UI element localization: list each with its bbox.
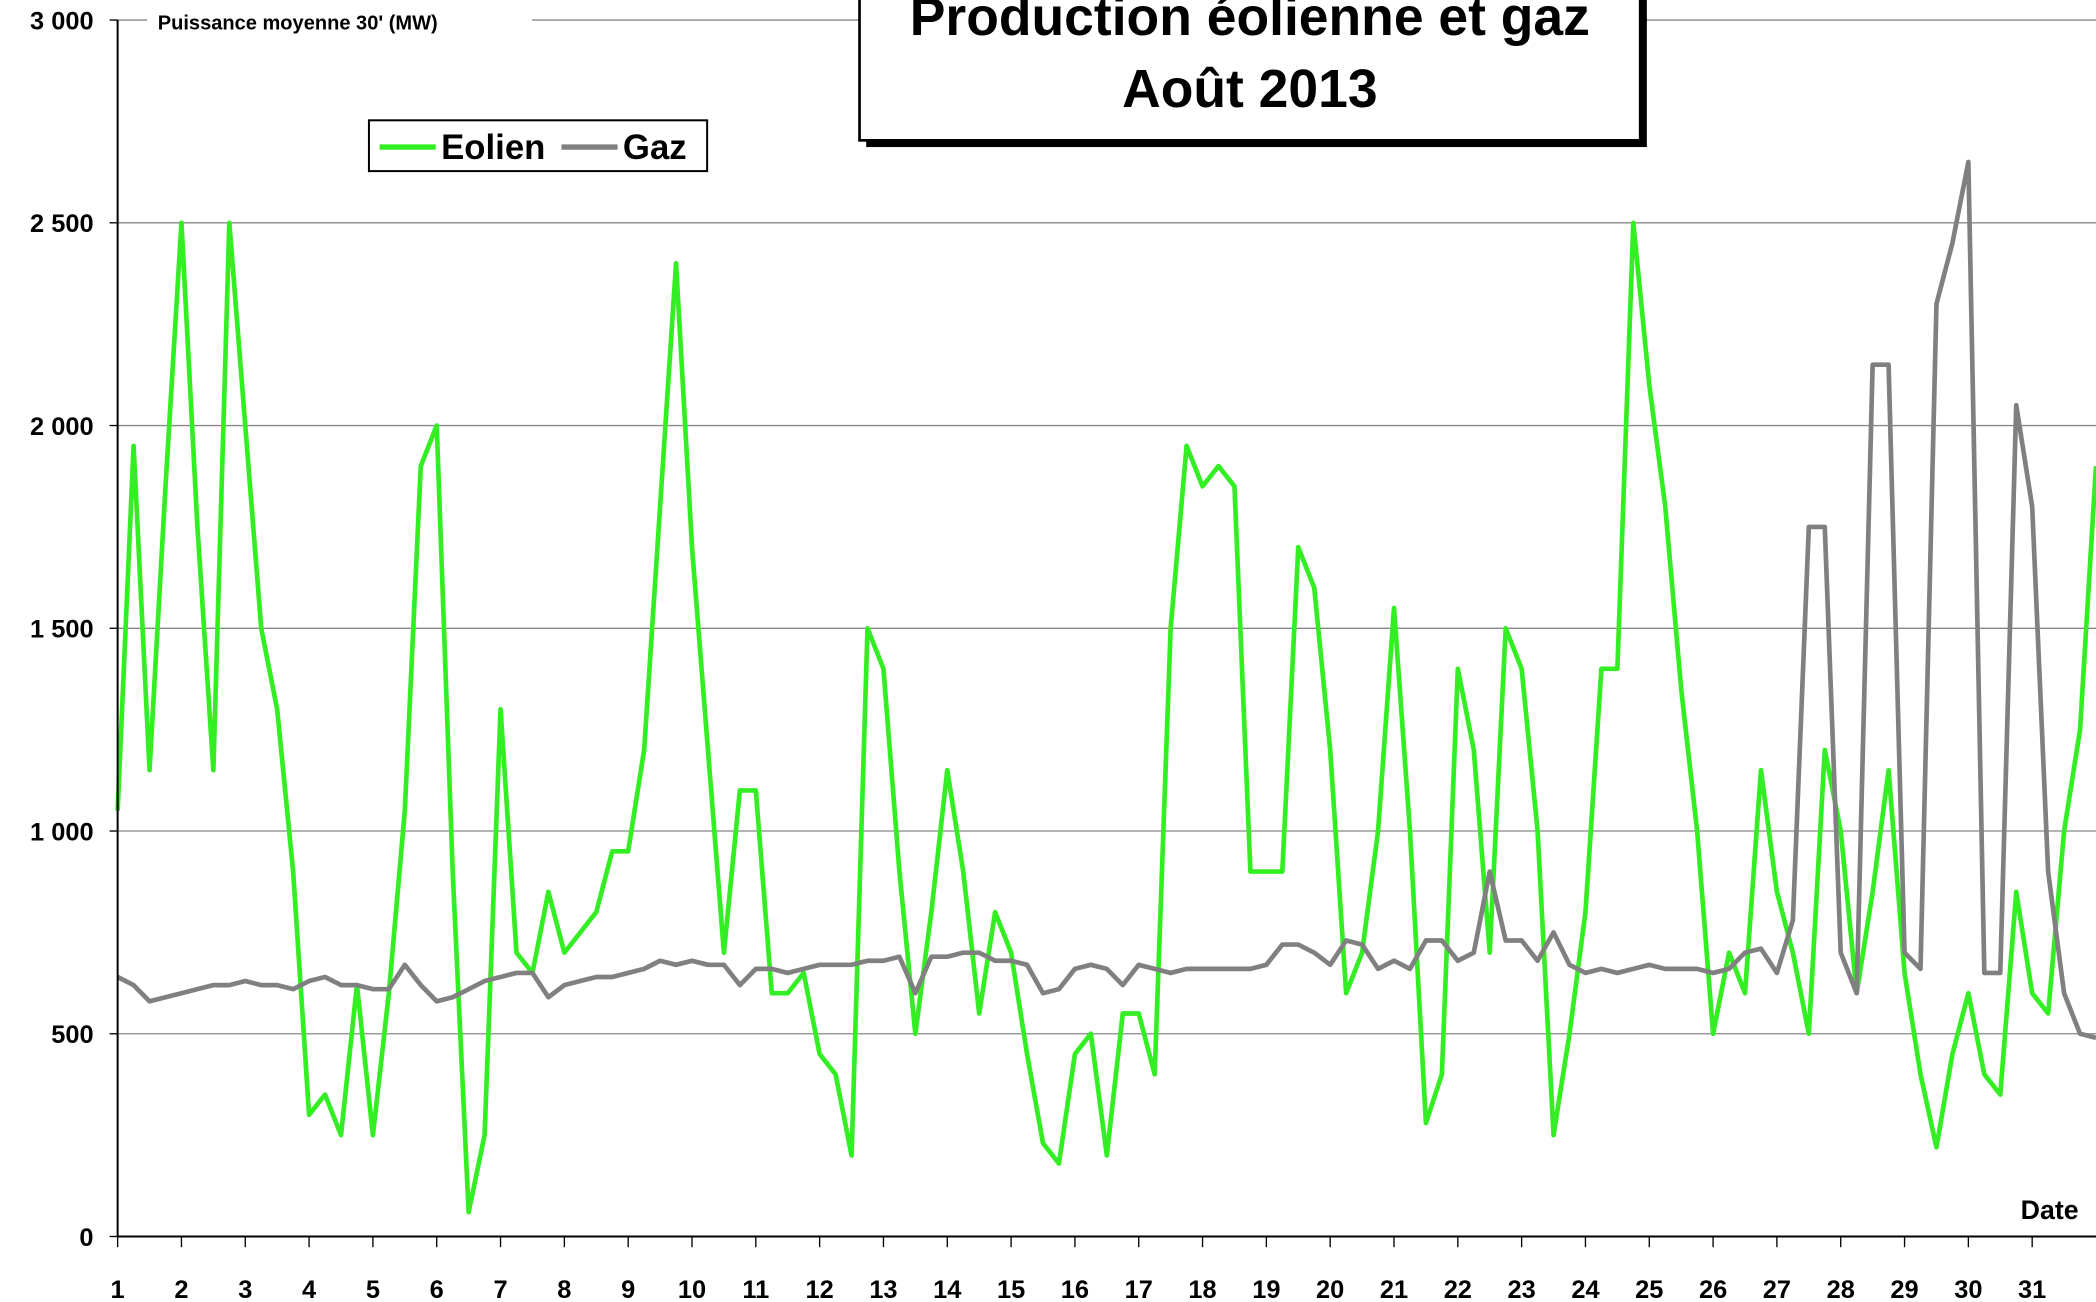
x-tick-label: 18 (1188, 1276, 1216, 1302)
y-tick-label: 2 000 (30, 413, 93, 441)
x-tick-label: 28 (1827, 1276, 1855, 1302)
y-label-bg (147, 8, 533, 38)
x-tick-label: 27 (1763, 1276, 1791, 1302)
x-tick-label: 7 (493, 1276, 507, 1302)
x-tick-label: 26 (1699, 1276, 1727, 1302)
x-tick-label: 4 (302, 1276, 316, 1302)
x-tick-label: 16 (1061, 1276, 1089, 1302)
x-tick-label: 2 (174, 1276, 188, 1302)
series-line (116, 159, 2096, 1041)
x-tick-label: 5 (366, 1276, 380, 1302)
plot (115, 159, 2096, 1215)
y-tick-label: 1 000 (30, 818, 93, 846)
x-tick-label: 31 (2018, 1276, 2046, 1302)
y-axis-label: Puissance moyenne 30' (MW) (158, 12, 438, 34)
x-tick-label: 20 (1316, 1276, 1344, 1302)
x-tick-label: 12 (806, 1276, 834, 1302)
x-tick-label: 23 (1508, 1276, 1536, 1302)
x-tick-label: 1 (111, 1276, 125, 1302)
x-tick-label: 6 (430, 1276, 444, 1302)
x-tick-label: 29 (1890, 1276, 1918, 1302)
x-tick-label: 11 (742, 1276, 769, 1302)
x-tick-label: 9 (621, 1276, 635, 1302)
series-line (115, 220, 2096, 1215)
x-tick-label: 17 (1125, 1276, 1153, 1302)
x-tick-label: 8 (557, 1276, 571, 1302)
x-tick-label: 14 (933, 1276, 961, 1302)
x-tick-label: 13 (869, 1276, 897, 1302)
y-tick-label: 3 000 (30, 7, 93, 35)
y-tick-label: 0 (79, 1224, 93, 1252)
legend-label: Eolien (441, 129, 545, 167)
x-tick-label: 22 (1444, 1276, 1472, 1302)
x-tick-label: 15 (997, 1276, 1025, 1302)
x-axis-label: Date (2021, 1195, 2079, 1225)
x-tick-label: 25 (1635, 1276, 1663, 1302)
legend-label: Gaz (623, 129, 687, 167)
x-tick-label: 10 (678, 1276, 706, 1302)
legend-items: Eolien Gaz (379, 129, 687, 167)
y-tick-label: 1 500 (30, 616, 93, 644)
title-box (858, 0, 1642, 142)
x-tick-label: 21 (1380, 1276, 1408, 1302)
chart-title: Production éolienne et gaz (910, 0, 1590, 47)
x-tick-label: 19 (1252, 1276, 1280, 1302)
x-tick-label: 24 (1571, 1276, 1599, 1302)
chart-subtitle: Août 2013 (1122, 60, 1377, 119)
x-tick-label: 3 (238, 1276, 252, 1302)
y-tick-label: 500 (51, 1021, 93, 1049)
y-tick-label: 2 500 (30, 210, 93, 238)
x-tick-label: 30 (1954, 1276, 1982, 1302)
